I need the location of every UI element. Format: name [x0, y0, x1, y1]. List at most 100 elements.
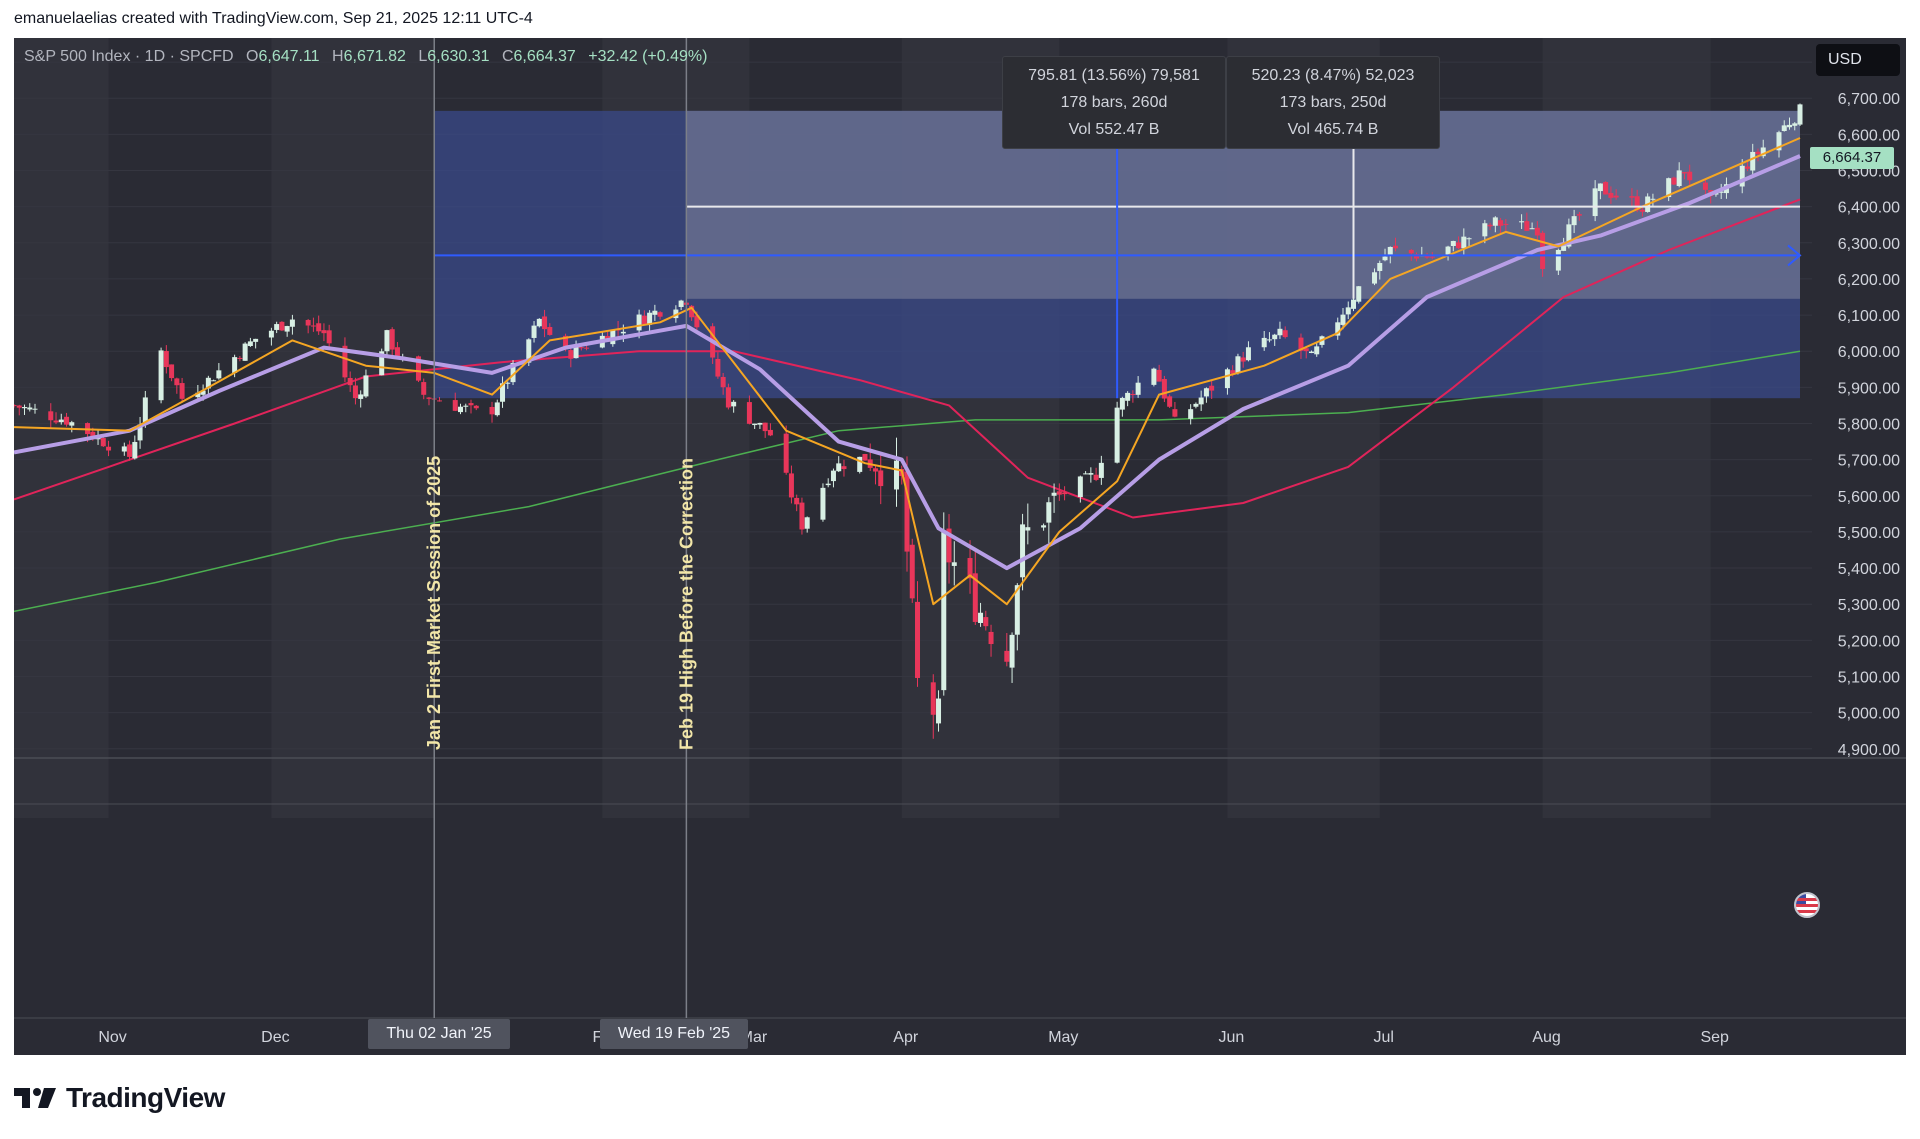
candle-body — [379, 351, 385, 376]
candle-body — [1540, 232, 1546, 269]
candle-body — [547, 327, 553, 335]
y-tick-label: 5,800.00 — [1838, 416, 1900, 433]
candle-body — [746, 402, 752, 424]
candle-body — [1314, 346, 1320, 355]
candle-body — [510, 363, 516, 383]
close-value: 6,664.37 — [513, 48, 576, 65]
candle-body — [1372, 272, 1378, 284]
y-tick-label: 6,600.00 — [1838, 127, 1900, 144]
candle-body — [1592, 188, 1598, 217]
x-tick-label: Jun — [1219, 1029, 1245, 1046]
candle-body — [1750, 151, 1756, 171]
candle-body — [1739, 165, 1745, 187]
candle-body — [1498, 220, 1504, 226]
candle-body — [1519, 221, 1525, 223]
candle-body — [804, 517, 810, 529]
candle-body — [494, 402, 500, 416]
change-value: +32.42 (+0.49%) — [588, 48, 708, 65]
open-label: O — [246, 48, 259, 65]
candle-body — [1272, 334, 1278, 340]
candle-body — [1009, 634, 1015, 668]
candle-body — [788, 473, 794, 498]
candle-body — [841, 466, 847, 470]
candle-body — [783, 433, 789, 473]
candle-body — [1014, 585, 1020, 635]
candle-body — [951, 562, 957, 566]
candle-body — [22, 407, 28, 409]
candle-body — [394, 347, 400, 357]
candle-body — [69, 422, 75, 426]
candle-body — [967, 558, 973, 579]
candle-body — [1356, 286, 1362, 302]
candle-body — [946, 528, 952, 563]
candle-body — [389, 329, 395, 350]
candle-body — [195, 392, 201, 398]
chart-panel[interactable]: Jan 2 First Market Session of 2025 Feb 19… — [14, 38, 1906, 1055]
candle-body — [1340, 314, 1346, 325]
candle-body — [1266, 339, 1272, 341]
currency-button[interactable]: USD — [1816, 44, 1900, 76]
candle-body — [1482, 223, 1488, 237]
candle-body — [1083, 473, 1089, 475]
candle-body — [573, 345, 579, 359]
price-chart[interactable]: Jan 2 First Market Session of 2025 Feb 19… — [14, 38, 1906, 1055]
candle-body — [1597, 183, 1603, 192]
candle-body — [426, 397, 432, 399]
candle-body — [1534, 227, 1540, 236]
candle-body — [1077, 476, 1083, 498]
candle-body — [1608, 192, 1614, 198]
candle-body — [142, 397, 148, 423]
candle-body — [652, 310, 658, 315]
candle-body — [27, 407, 33, 410]
candle-body — [720, 376, 726, 388]
x-tick-label: Nov — [98, 1029, 126, 1046]
measure-2-volume: Vol 465.74 B — [1287, 121, 1379, 138]
close-label: C — [501, 48, 514, 65]
candle-body — [1744, 166, 1750, 169]
measure-2-change: 520.23 (8.47%) 52,023 — [1251, 67, 1415, 84]
x-tick-label: Aug — [1532, 1029, 1560, 1046]
candle-body — [1041, 525, 1047, 528]
candle-body — [106, 446, 112, 451]
candle-body — [878, 470, 884, 487]
candle-body — [830, 470, 836, 482]
candle-body — [1151, 368, 1157, 385]
candle-body — [1456, 242, 1462, 249]
candle-body — [1555, 249, 1561, 271]
last-price-badge: 6,664.37 — [1810, 147, 1894, 169]
y-tick-label: 6,200.00 — [1838, 272, 1900, 289]
candle-body — [1639, 209, 1645, 212]
candle-body — [1308, 351, 1314, 354]
candle-body — [872, 468, 878, 472]
candle-body — [1093, 474, 1099, 480]
candle-body — [284, 326, 290, 332]
candle-body — [1004, 650, 1010, 662]
candle-body — [1681, 172, 1687, 174]
candle-body — [757, 422, 763, 425]
candle-body — [1198, 397, 1204, 405]
candle-body — [1666, 178, 1672, 198]
y-tick-label: 5,300.00 — [1838, 597, 1900, 614]
candle-body — [978, 612, 984, 623]
candle-body — [1114, 407, 1120, 463]
candle-body — [1377, 263, 1383, 271]
candle-body — [568, 350, 574, 359]
y-tick-label: 5,400.00 — [1838, 561, 1900, 578]
high-label: H — [332, 48, 344, 65]
low-label: L — [418, 48, 428, 65]
x-tick-label: May — [1048, 1029, 1078, 1046]
measure-box-1[interactable]: 795.81 (13.56%) 79,581 178 bars, 260d Vo… — [1002, 56, 1226, 149]
measure-box-2[interactable]: 520.23 (8.47%) 52,023 173 bars, 250d Vol… — [1226, 56, 1440, 149]
candle-body — [1156, 369, 1162, 382]
candle-body — [936, 698, 942, 724]
us-flag-icon[interactable] — [1794, 892, 1820, 918]
candle-body — [179, 383, 185, 399]
candle-body — [169, 364, 175, 379]
level-arrowhead — [1787, 244, 1802, 267]
y-tick-label: 6,000.00 — [1838, 344, 1900, 361]
candle-body — [64, 416, 70, 425]
candle-body — [1718, 191, 1724, 193]
candle-body — [1382, 256, 1388, 261]
candle-body — [1755, 151, 1761, 155]
candle-body — [563, 335, 569, 350]
